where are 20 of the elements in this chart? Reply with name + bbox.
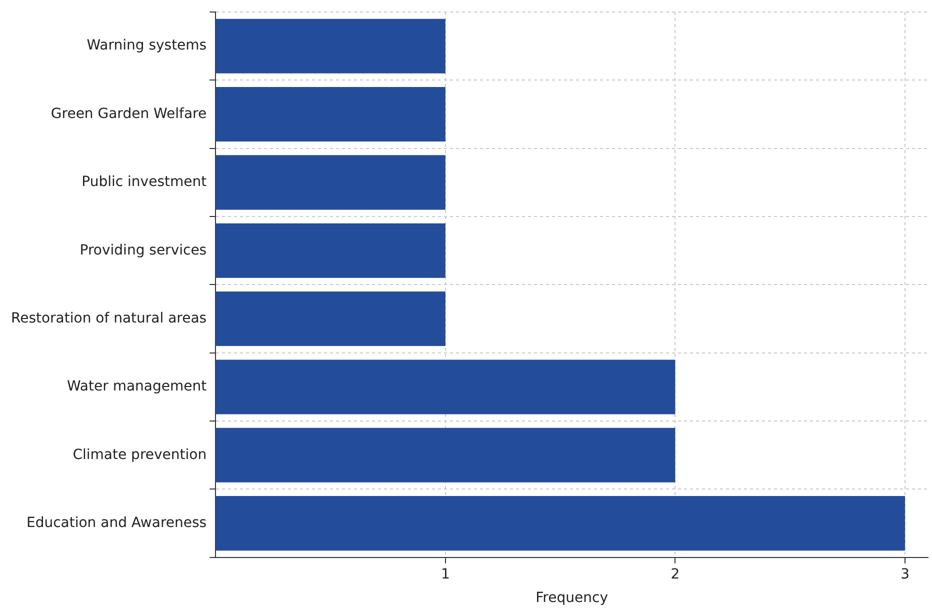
bar <box>216 223 446 278</box>
y-tick-label: Green Garden Welfare <box>50 106 207 122</box>
bar <box>216 496 906 551</box>
y-tick-label: Climate prevention <box>72 446 207 463</box>
bar <box>216 86 446 142</box>
y-tick-label: Water management <box>66 378 208 395</box>
y-tick-label: Education and Awareness <box>26 514 207 531</box>
bar <box>216 155 446 210</box>
y-tick-label: Public investment <box>82 174 208 190</box>
x-tick-label: 1 <box>440 566 450 582</box>
bar <box>216 18 446 74</box>
bar <box>216 428 676 482</box>
bar <box>216 292 446 346</box>
x-tick-label: 2 <box>670 566 680 582</box>
x-tick-label: 3 <box>900 566 910 582</box>
y-tick-label: Providing services <box>80 242 207 258</box>
y-tick-label: Warning systems <box>86 38 207 54</box>
x-axis-title: Frequency <box>536 590 608 606</box>
bar <box>216 360 676 414</box>
y-tick-label: Restoration of natural areas <box>10 310 207 326</box>
